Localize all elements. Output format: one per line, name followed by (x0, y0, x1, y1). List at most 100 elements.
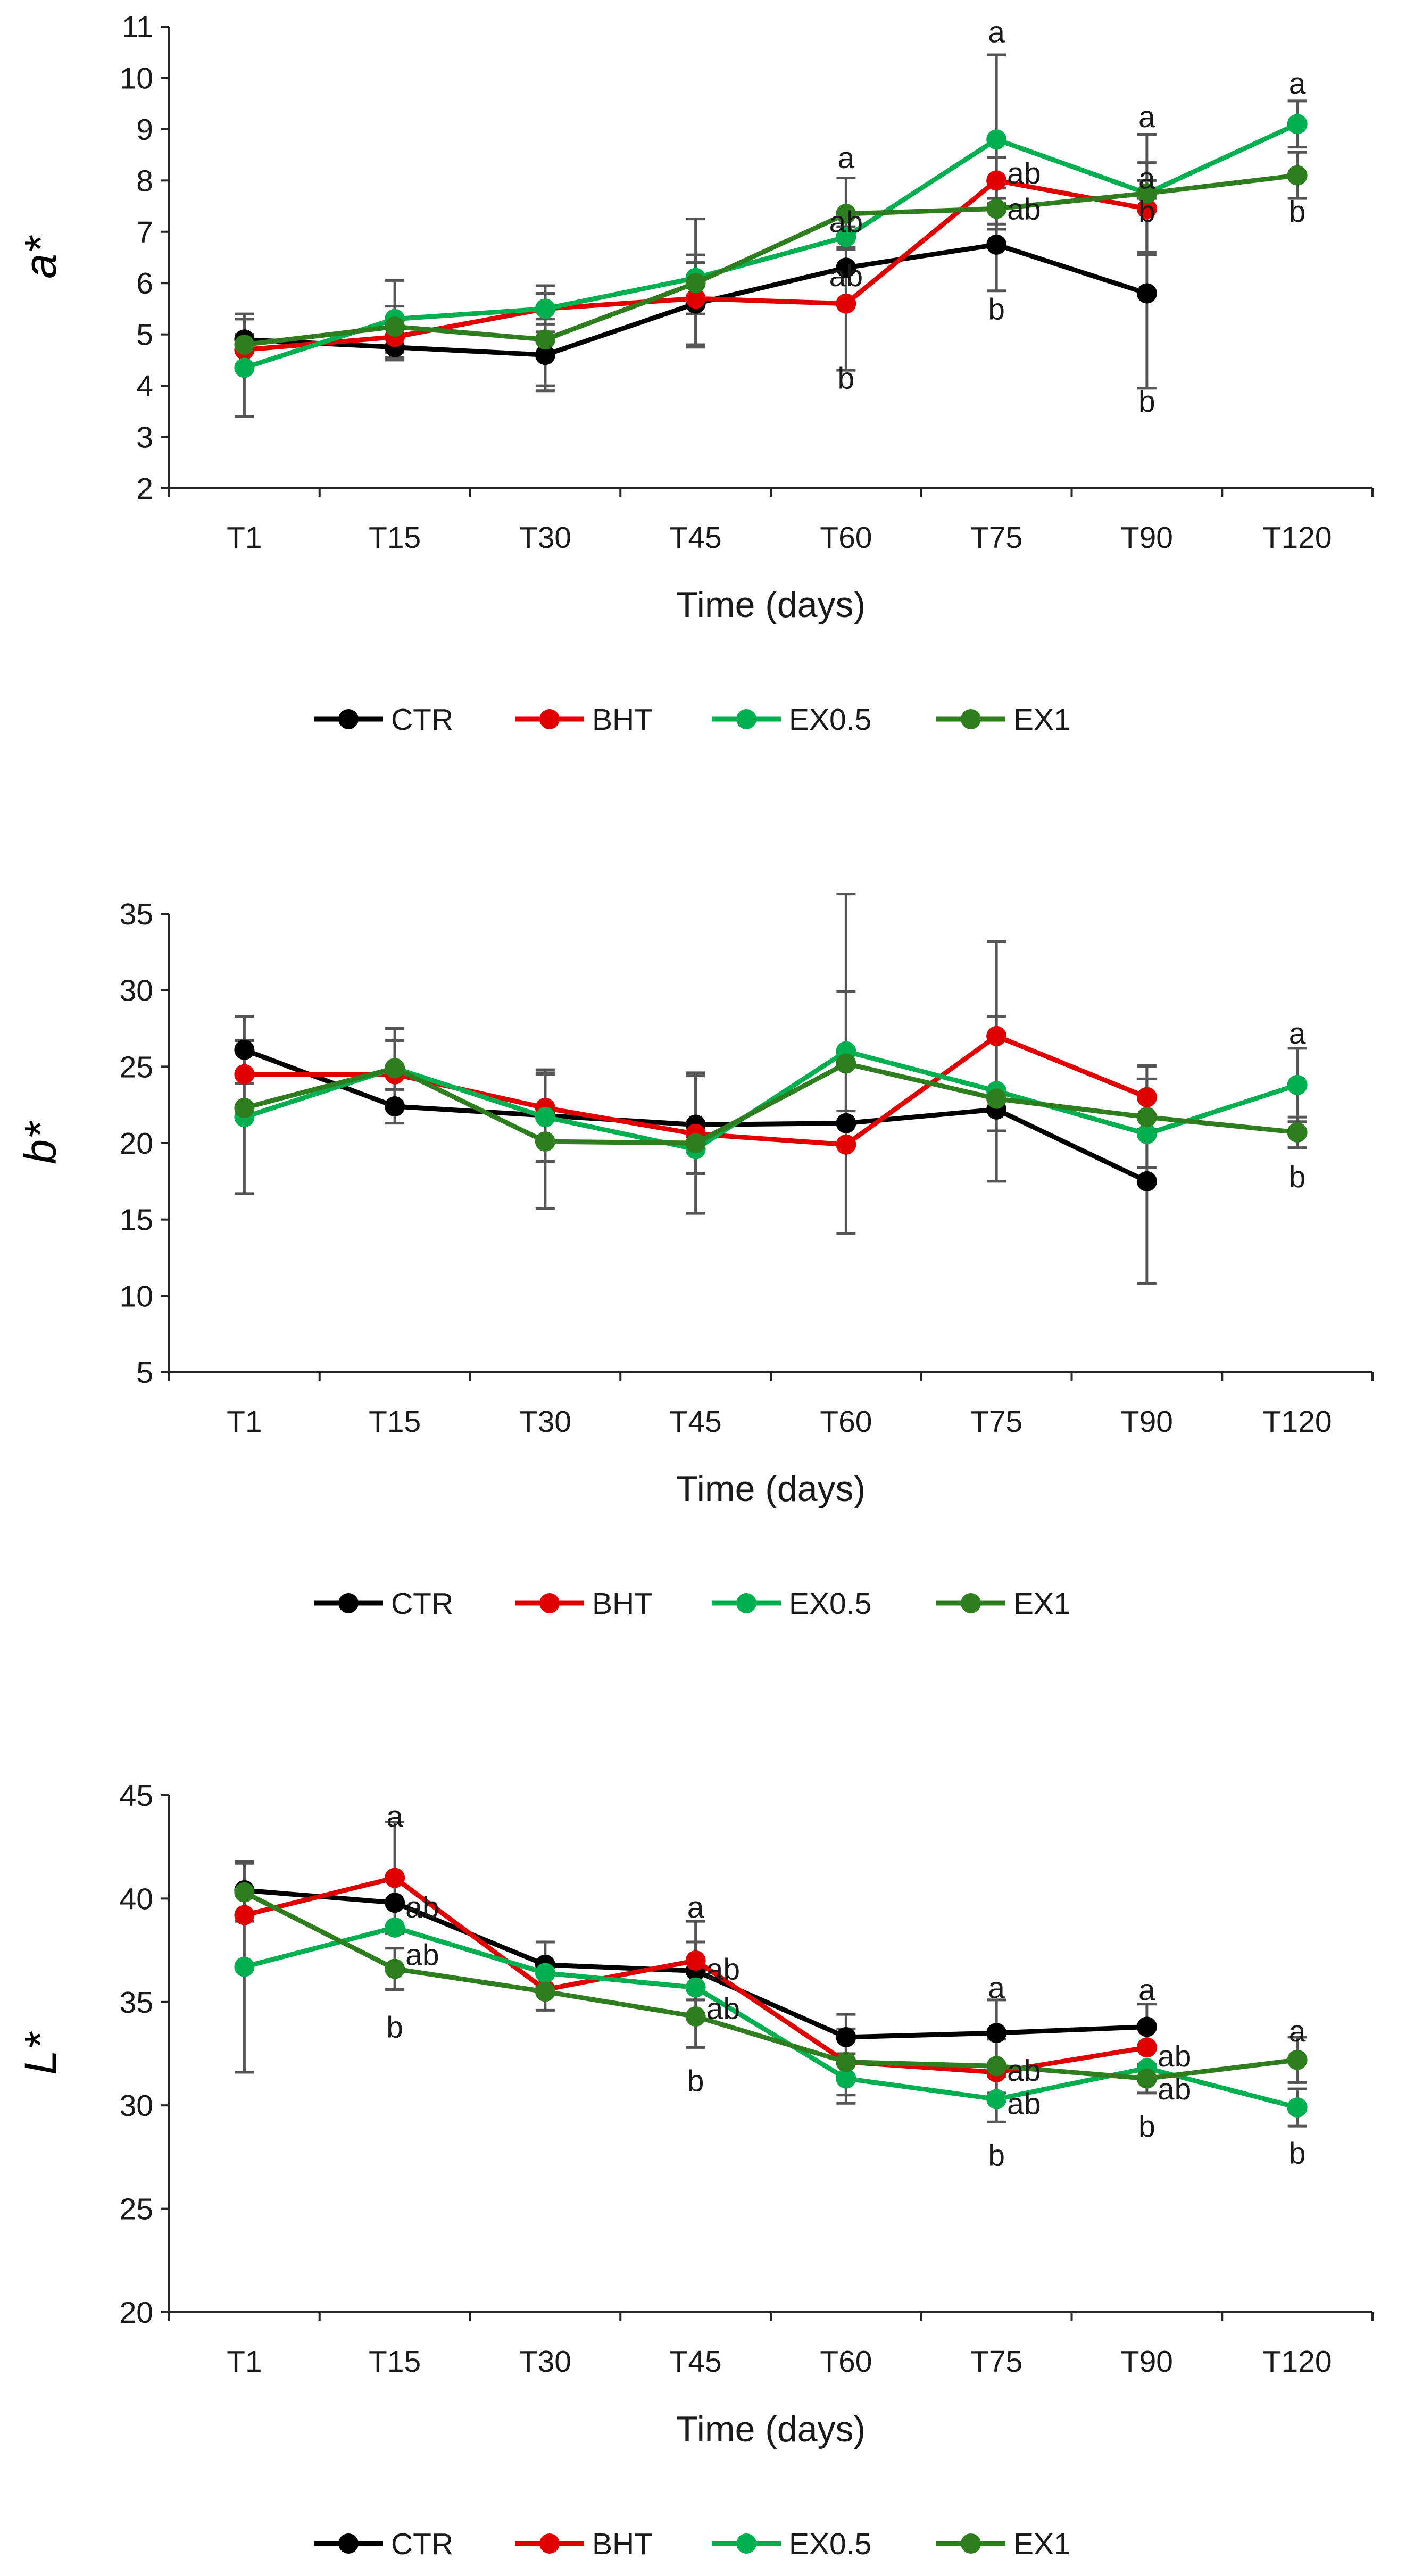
data-point-bht (234, 1064, 255, 1085)
data-point-bht (1136, 2037, 1157, 2058)
data-point-ex05 (986, 2089, 1007, 2110)
data-point-bht (836, 293, 856, 314)
data-point-bht (1136, 198, 1157, 219)
legend-swatch-marker (539, 709, 560, 729)
data-point-ex1 (836, 2052, 856, 2072)
data-point-ex1 (986, 1088, 1007, 1109)
x-tick-label: T15 (369, 521, 421, 555)
y-axis-label: b* (15, 1121, 65, 1164)
legend-swatch-marker (539, 2533, 560, 2554)
data-point-ex1 (234, 1882, 255, 1903)
significance-label: ab (706, 1953, 740, 1987)
data-point-ex1 (1136, 2068, 1157, 2089)
significance-label: a (1138, 100, 1155, 134)
data-point-bht (685, 288, 706, 309)
data-point-ex1 (385, 1958, 405, 1979)
data-point-bht (234, 1905, 255, 1925)
legend-swatch-marker (338, 1593, 359, 1613)
data-point-ex1 (385, 316, 405, 337)
y-tick-label: 6 (136, 266, 153, 301)
y-tick-label: 45 (120, 1779, 153, 1813)
y-tick-label: 2 (136, 472, 153, 506)
data-point-ex1 (1136, 183, 1157, 204)
legend-label: EX1 (1013, 1587, 1071, 1621)
legend-label: EX1 (1013, 703, 1071, 737)
legend-label: BHT (592, 2527, 653, 2561)
data-point-ex05 (1287, 114, 1308, 135)
significance-label: ab (829, 259, 863, 293)
x-tick-label: T15 (369, 1405, 421, 1439)
legend-label: EX1 (1013, 2527, 1071, 2561)
legend-item-ex1: EX1 (936, 1587, 1071, 1621)
data-point-ex1 (1287, 2049, 1308, 2070)
legend-swatch-marker (338, 709, 359, 729)
data-point-ctr (836, 2027, 856, 2047)
legend: CTR BHT EX0.5 EX1 (314, 703, 1071, 737)
legend-item-ex05: EX0.5 (712, 703, 871, 737)
legend-swatch-marker (736, 709, 756, 729)
y-tick-label: 11 (122, 10, 153, 44)
data-point-ex1 (836, 204, 856, 224)
y-tick-label: 30 (120, 2089, 153, 2123)
y-tick-label: 4 (136, 369, 153, 403)
data-point-ex1 (535, 1981, 555, 2002)
significance-label: b (1138, 385, 1155, 419)
legend-swatch-marker (736, 2533, 756, 2554)
x-tick-label: T30 (519, 2345, 571, 2379)
data-point-ex1 (234, 334, 255, 355)
y-tick-label: 30 (120, 974, 153, 1008)
x-tick-label: T60 (820, 521, 872, 555)
significance-label: a (838, 141, 855, 175)
y-tick-label: 35 (120, 1986, 153, 2020)
y-tick-label: 20 (120, 1127, 153, 1161)
legend-item-ctr: CTR (314, 1587, 453, 1621)
data-point-ex1 (535, 1131, 555, 1152)
y-tick-label: 7 (136, 215, 153, 249)
significance-label: b (1289, 195, 1306, 229)
data-point-ex05 (385, 1917, 405, 1938)
legend-label: CTR (391, 2527, 453, 2561)
legend-item-ex05: EX0.5 (712, 1587, 871, 1621)
series-line-ex05 (243, 122, 1299, 370)
x-tick-label: T90 (1121, 2345, 1173, 2379)
data-point-ex1 (385, 1058, 405, 1079)
data-point-ex05 (535, 1107, 555, 1128)
data-point-ctr (836, 1113, 856, 1133)
data-point-ex1 (234, 1097, 255, 1118)
significance-label: a (386, 1799, 403, 1833)
y-tick-label: 25 (120, 1050, 153, 1084)
significance-label: b (988, 2139, 1005, 2173)
data-point-ex05 (234, 1956, 255, 1977)
significance-label: b (838, 362, 855, 396)
data-point-ctr (1136, 1171, 1157, 1191)
x-tick-label: T30 (519, 1405, 571, 1439)
chart-panel-a: 2 3 4 5 6 7 8 9 10 11 T1 T15 T30 T45 T60 T75 T90 T120 Time… (15, 10, 1374, 737)
series-line-ex1 (243, 1890, 1298, 2081)
x-tick-label: T45 (670, 521, 722, 555)
legend-item-ex05: EX0.5 (712, 2527, 871, 2561)
x-tick-label: T120 (1263, 2345, 1332, 2379)
data-point-ex1 (836, 1053, 856, 1074)
data-point-ctr (1136, 283, 1157, 304)
data-point-ex05 (685, 1977, 706, 1998)
data-point-ctr (986, 234, 1007, 255)
x-tick-label: T60 (820, 1405, 872, 1439)
significance-label: b (1289, 2137, 1306, 2171)
significance-label: b (687, 2064, 704, 2098)
x-tick-label: T15 (369, 2345, 421, 2379)
x-tick-label: T45 (670, 1405, 722, 1439)
data-point-ex05 (234, 357, 255, 378)
legend-label: EX0.5 (789, 703, 871, 737)
data-point-ex05 (986, 129, 1007, 150)
legend-swatch-marker (961, 2533, 981, 2554)
data-point-ex05 (535, 298, 555, 319)
data-point-bht (685, 1950, 706, 1971)
significance-label: ab (1158, 2039, 1191, 2073)
legend-item-bht: BHT (515, 1587, 653, 1621)
data-point-ex1 (1136, 1107, 1157, 1128)
data-point-bht (836, 1134, 856, 1155)
x-tick-label: T90 (1121, 521, 1173, 555)
y-tick-label: 3 (136, 421, 153, 455)
significance-label: ab (1007, 156, 1041, 190)
data-point-ex05 (1136, 1123, 1157, 1144)
